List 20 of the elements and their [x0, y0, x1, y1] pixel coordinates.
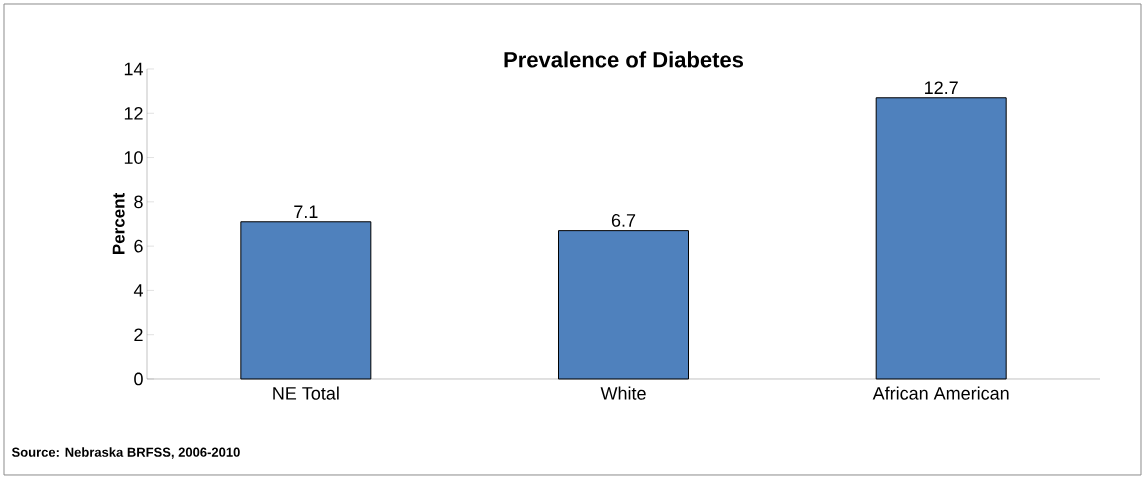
source-note: Source: Nebraska BRFSS, 2006-2010	[11, 447, 240, 459]
y-tick-label: 14	[124, 62, 143, 76]
y-tick-label: 8	[134, 195, 143, 209]
bar	[875, 97, 1007, 380]
bar	[240, 221, 372, 380]
y-tick-label: 2	[134, 328, 143, 341]
chart-title: Prevalence of Diabetes	[504, 51, 744, 68]
y-tick-label: 6	[134, 239, 143, 253]
bar	[558, 230, 690, 380]
data-label: 12.7	[925, 81, 958, 94]
y-tick-label: 4	[133, 284, 143, 297]
y-tick-label: 12	[124, 106, 143, 120]
y-axis-title: Percent	[112, 193, 125, 255]
data-label: 7.1	[294, 205, 318, 218]
y-tick-label: 10	[124, 151, 143, 164]
x-tick-label: NE Total	[273, 386, 339, 400]
x-tick-label: African American	[872, 386, 1009, 400]
y-tick-label: 0	[134, 372, 143, 386]
x-tick-label: White	[600, 386, 646, 400]
data-label: 6.7	[611, 214, 636, 227]
